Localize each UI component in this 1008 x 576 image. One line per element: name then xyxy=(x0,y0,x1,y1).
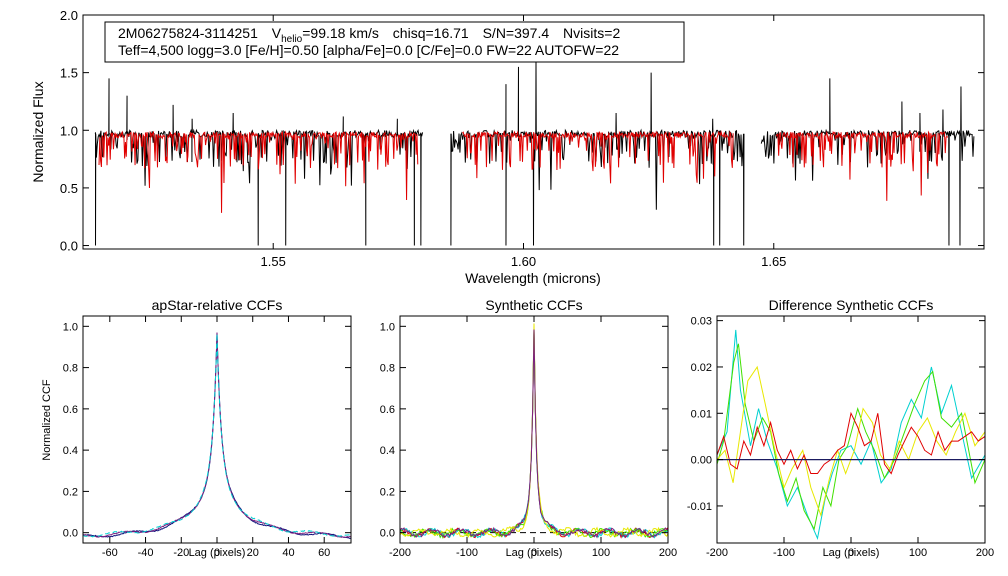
vhelio-subscript: helio xyxy=(281,34,303,45)
spectrum-frame xyxy=(82,14,985,250)
apstar-ylabel: Normalized CCF xyxy=(41,379,53,461)
spectrum-ytick-label: 2.0 xyxy=(60,8,78,23)
info-line-2: Teff=4,500 logg=3.0 [Fe/H]=0.50 [alpha/F… xyxy=(118,42,619,58)
synthetic-xtick-label: -100 xyxy=(456,547,478,559)
apstar-xtick-label: 20 xyxy=(247,547,259,559)
synthetic-xtick-label: 0 xyxy=(531,547,537,559)
apstar-ytick-label: 0.2 xyxy=(63,486,78,498)
apstar-ccf-panel: apStar-relative CCFs -60 -40 -20 0 20 40 60 0.0… xyxy=(41,297,352,559)
info-line-1: 2M06275824-3114251 Vhelio=99.18 km/s chi… xyxy=(118,25,620,45)
spectrum-model-chip-3 xyxy=(775,130,949,201)
vhelio-prefix: V xyxy=(272,25,282,41)
spectrum-ytick-label: 1.5 xyxy=(60,66,78,81)
difference-ccf-panel: Difference Synthetic CCFs -200 -100 0 100 20… xyxy=(687,297,994,559)
spectrum-ytick-label: 0.0 xyxy=(60,239,78,254)
synthetic-visit-1 xyxy=(399,328,669,539)
apstar-xlabel: Lag (pixels) xyxy=(189,547,246,559)
difference-axes: -200 -100 0 100 200 -0.01 0.00 0.01 0.02 0.03 xyxy=(687,316,994,559)
synthetic-ytick-label: 0.8 xyxy=(380,363,395,375)
nvisits-value: Nvisits=2 xyxy=(563,25,620,41)
synthetic-ccf-panel: Synthetic CCFs -200 -100 0 100 200 0.0 0.2 0.4 0… xyxy=(380,297,677,559)
info-box xyxy=(104,21,685,63)
spectrum-axes: 1.55 1.60 1.65 0.0 0.5 1.0 1.5 2.0 xyxy=(60,8,984,269)
difference-ytick-label: 0.02 xyxy=(691,362,712,374)
spectrum-model-chip-2 xyxy=(462,130,734,184)
apstar-series-group xyxy=(82,332,352,539)
synthetic-xtick-label: 100 xyxy=(592,547,610,559)
apstar-axes: -60 -40 -20 0 20 40 60 0.0 0.2 0.4 0.6 0.8 1.0 xyxy=(63,316,351,559)
difference-xtick-label: 0 xyxy=(848,547,854,559)
synthetic-visit-4 xyxy=(399,323,669,538)
synthetic-ytick-label: 1.0 xyxy=(380,321,395,333)
synthetic-ytick-label: 0.0 xyxy=(380,528,395,540)
synthetic-axes: -200 -100 0 100 200 0.0 0.2 0.4 0.6 0.8 1.0 xyxy=(380,316,677,559)
apstar-xtick-label: 60 xyxy=(318,547,330,559)
spectrum-xtick-label: 1.55 xyxy=(261,254,286,269)
difference-ytick-label: 0.03 xyxy=(691,316,712,328)
spectrum-ytick-label: 0.5 xyxy=(60,181,78,196)
apstar-ytick-label: 0.0 xyxy=(63,528,78,540)
apstar-ytick-label: 0.4 xyxy=(63,445,78,457)
spectrum-model-chip-1 xyxy=(98,130,419,213)
apstar-ccf-navy xyxy=(82,332,352,539)
apstar-ccf-purple xyxy=(82,332,352,539)
difference-frame xyxy=(716,315,986,544)
star-id: 2M06275824-3114251 xyxy=(118,25,258,41)
spectrum-xtick-label: 1.60 xyxy=(511,254,536,269)
apstar-frame xyxy=(82,315,352,544)
apstar-xtick-label: 40 xyxy=(282,547,294,559)
synthetic-combined xyxy=(399,329,669,539)
synthetic-xtick-label: 200 xyxy=(659,547,677,559)
apstar-xtick-label: -60 xyxy=(102,547,118,559)
difference-ytick-label: 0.01 xyxy=(691,408,712,420)
synthetic-series-group xyxy=(399,323,669,539)
apstar-ytick-label: 1.0 xyxy=(63,321,78,333)
synthetic-visit-2 xyxy=(399,330,669,539)
synthetic-ytick-label: 0.2 xyxy=(380,486,395,498)
difference-ccf-title: Difference Synthetic CCFs xyxy=(769,297,934,313)
difference-xtick-label: 100 xyxy=(909,547,927,559)
synthetic-ccf-title: Synthetic CCFs xyxy=(485,297,582,313)
synthetic-ytick-label: 0.4 xyxy=(380,445,395,457)
spectrum-observed-chip-3 xyxy=(760,78,975,246)
vhelio-value: =99.18 km/s xyxy=(302,25,379,41)
difference-xlabel: Lag (pixels) xyxy=(823,547,880,559)
apstar-ytick-label: 0.6 xyxy=(63,404,78,416)
apstar-ccf-cyan-dashed xyxy=(82,333,352,538)
apstar-ccf-title: apStar-relative CCFs xyxy=(152,297,283,313)
difference-diff-red xyxy=(716,411,986,475)
difference-ytick-label: 0.00 xyxy=(691,455,712,467)
difference-xtick-label: -200 xyxy=(706,547,728,559)
spectrum-xtick-label: 1.65 xyxy=(761,254,786,269)
spectrum-ylabel: Normalized Flux xyxy=(30,81,46,182)
synthetic-xlabel: Lag (pixels) xyxy=(506,547,563,559)
apstar-xtick-label: -40 xyxy=(138,547,154,559)
apstar-xtick-label: 0 xyxy=(214,547,220,559)
difference-xtick-label: -100 xyxy=(773,547,795,559)
chisq-value: chisq=16.71 xyxy=(393,25,469,41)
difference-diff-green xyxy=(716,343,986,531)
difference-xtick-label: 200 xyxy=(976,547,994,559)
apstar-ytick-label: 0.8 xyxy=(63,363,78,375)
synthetic-ytick-label: 0.6 xyxy=(380,404,395,416)
spectrum-xlabel: Wavelength (microns) xyxy=(465,270,601,286)
difference-diff-yellow xyxy=(716,365,986,517)
spectrum-series-group xyxy=(94,58,975,246)
snr-value: S/N=397.4 xyxy=(483,25,550,41)
synthetic-xtick-label: -200 xyxy=(389,547,411,559)
synthetic-visit-3 xyxy=(399,328,669,539)
spectrum-observed-chip-2 xyxy=(450,58,745,246)
apstar-xtick-label: -20 xyxy=(173,547,189,559)
difference-ytick-label: -0.01 xyxy=(687,501,712,513)
spectrum-ytick-label: 1.0 xyxy=(60,123,78,138)
difference-series-group xyxy=(716,329,986,541)
spectrum-panel: 1.55 1.60 1.65 0.0 0.5 1.0 1.5 2.0 Wavelength (… xyxy=(30,8,985,286)
